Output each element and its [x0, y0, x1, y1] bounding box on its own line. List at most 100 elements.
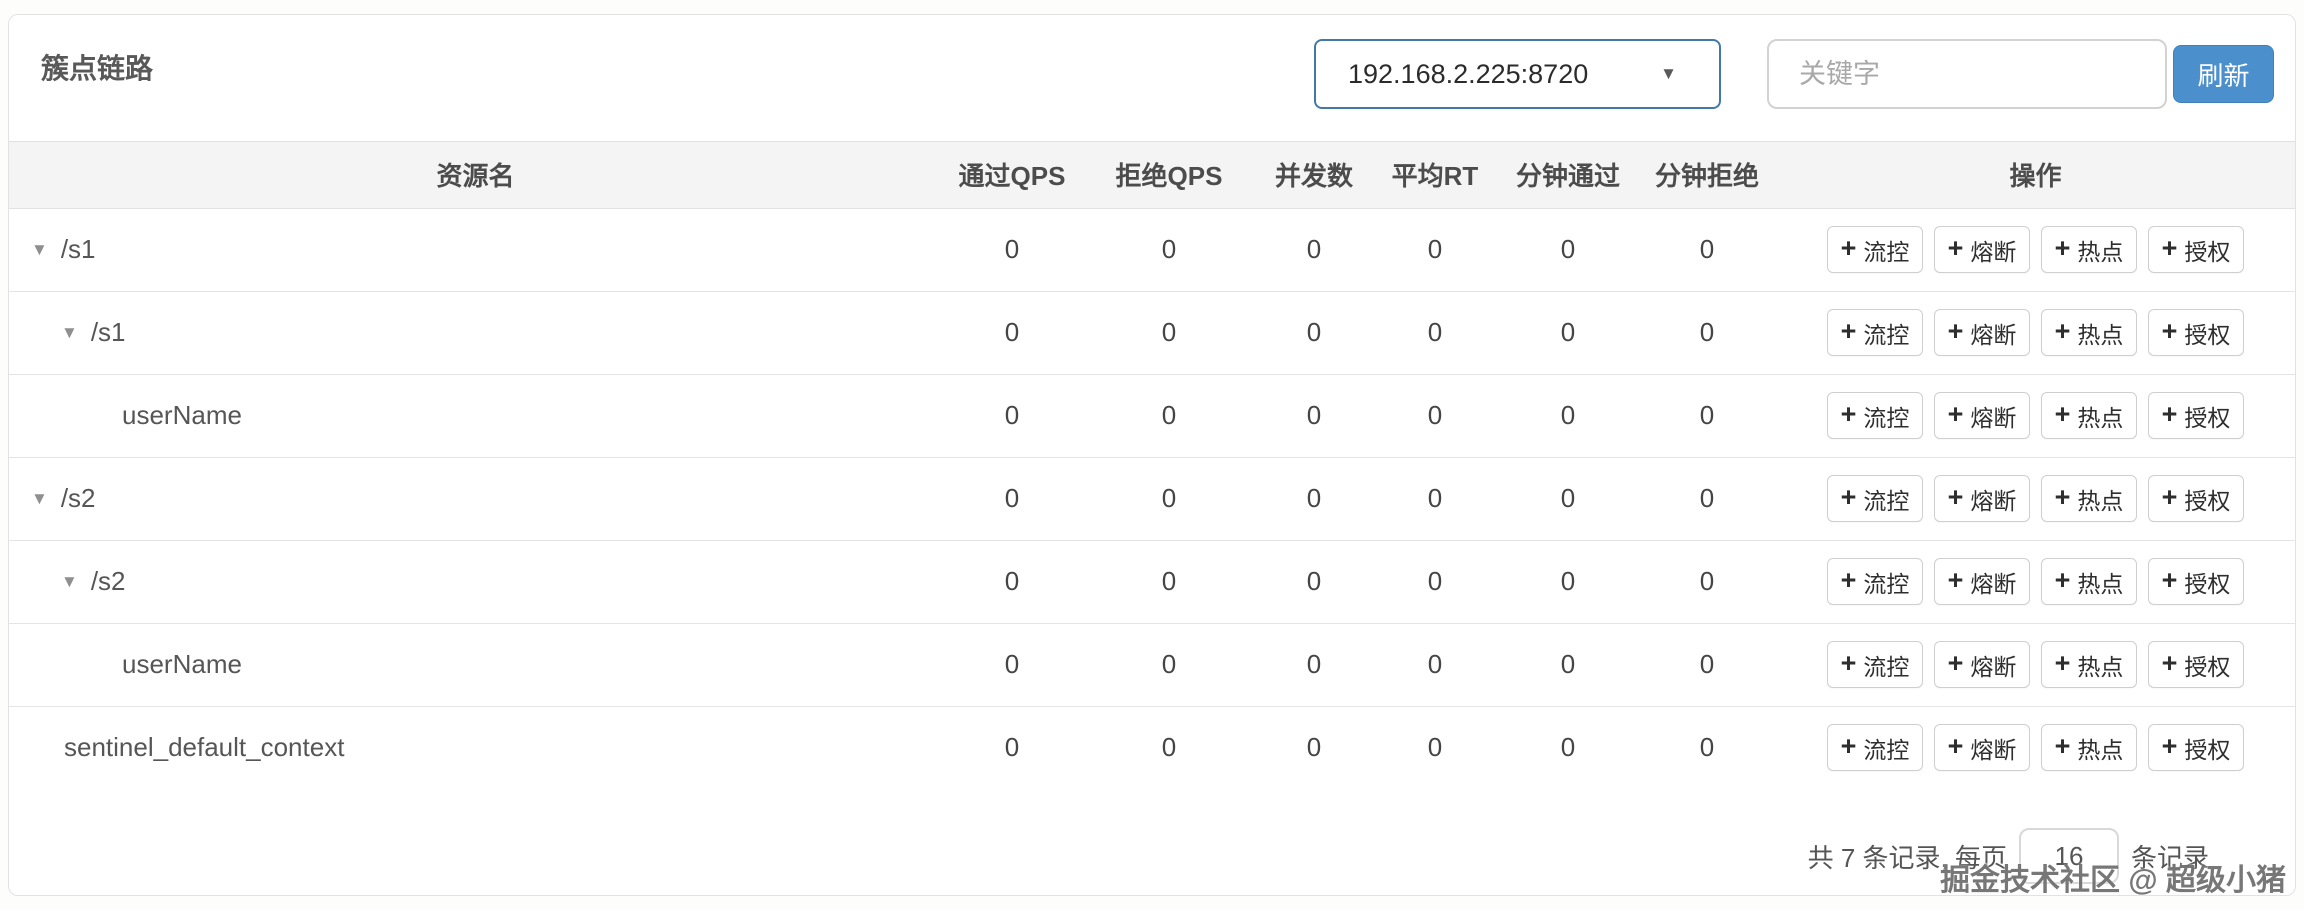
collapse-triangle-icon[interactable]: ▼ — [31, 240, 48, 259]
plus-icon: + — [2161, 482, 2178, 512]
add-hotspot-rule-button[interactable]: + 热点 — [2041, 309, 2137, 356]
minute-pass-value: 0 — [1498, 622, 1638, 706]
plus-icon: + — [1840, 399, 1857, 429]
add-hotspot-rule-button[interactable]: + 热点 — [2041, 475, 2137, 522]
add-degrade-rule-button[interactable]: + 熔断 — [1934, 309, 2030, 356]
op-label: 熔断 — [1970, 487, 2017, 514]
op-label: 授权 — [2184, 321, 2231, 348]
avg-rt-value: 0 — [1372, 373, 1498, 457]
col-minute-pass: 分钟通过 — [1498, 142, 1638, 209]
collapse-triangle-icon[interactable]: ▼ — [61, 572, 78, 591]
add-auth-rule-button[interactable]: + 授权 — [2148, 558, 2244, 605]
add-auth-rule-button[interactable]: + 授权 — [2148, 309, 2244, 356]
plus-icon: + — [2054, 565, 2071, 595]
plus-icon: + — [2054, 731, 2071, 762]
op-label: 流控 — [1863, 570, 1910, 597]
add-auth-rule-button[interactable]: + 授权 — [2148, 392, 2244, 439]
col-reject-qps: 拒绝QPS — [1082, 142, 1256, 209]
resource-name: /s2 — [60, 483, 96, 513]
plus-icon: + — [1947, 316, 1964, 346]
add-hotspot-rule-button[interactable]: + 热点 — [2041, 226, 2137, 273]
table-row[interactable]: ▼ /s2 0 0 0 0 0 0 + 流控 + 熔断 + 热点 + 授权 — [9, 539, 2295, 623]
pass-qps-value: 0 — [1004, 234, 1020, 264]
op-label: 熔断 — [1970, 321, 2017, 348]
add-flow-rule-button[interactable]: + 流控 — [1827, 392, 1923, 439]
add-flow-rule-button[interactable]: + 流控 — [1827, 641, 1923, 688]
refresh-button[interactable]: 刷新 — [2173, 45, 2274, 103]
minute-reject-value: 0 — [1638, 290, 1776, 374]
add-degrade-rule-button[interactable]: + 熔断 — [1934, 475, 2030, 522]
page-size-input[interactable] — [2018, 828, 2119, 884]
pass-qps-value: 0 — [942, 373, 1082, 457]
op-label: 流控 — [1863, 321, 1910, 348]
plus-icon: + — [2161, 316, 2178, 346]
add-auth-rule-button[interactable]: + 授权 — [2148, 641, 2244, 688]
op-label: 熔断 — [1970, 736, 2017, 763]
plus-icon: + — [2161, 731, 2178, 762]
op-label: 熔断 — [1970, 238, 2017, 265]
concurrency-value: 0 — [1256, 622, 1372, 706]
op-label: 熔断 — [1970, 653, 2017, 680]
pagination-suffix-text: 条记录 — [2130, 842, 2209, 873]
plus-icon: + — [1840, 316, 1857, 346]
op-label: 热点 — [2077, 570, 2124, 597]
col-resource: 资源名 — [9, 142, 942, 209]
add-flow-rule-button[interactable]: + 流控 — [1827, 558, 1923, 605]
plus-icon: + — [2161, 565, 2178, 595]
add-degrade-rule-button[interactable]: + 熔断 — [1934, 724, 2030, 772]
pagination-total-text: 共 7 条记录, 每页 — [1807, 842, 2007, 873]
search-input[interactable] — [1767, 39, 2167, 109]
minute-reject-value: 0 — [1638, 373, 1776, 457]
add-auth-rule-button[interactable]: + 授权 — [2148, 475, 2244, 522]
add-flow-rule-button[interactable]: + 流控 — [1827, 226, 1923, 273]
resource-table: 资源名 通过QPS 拒绝QPS 并发数 平均RT 分钟通过 分钟拒绝 操作 ▼ … — [9, 142, 2295, 789]
minute-reject-value: 0 — [1638, 456, 1776, 540]
table-row[interactable]: ▼ /s1 0 0 0 0 0 0 + 流控 + 熔断 + 热点 + 授权 — [9, 208, 2295, 291]
minute-pass-value: 0 — [1498, 373, 1638, 457]
table-row[interactable]: userName 0 0 0 0 0 0 + 流控 + 熔断 + 热点 + 授权 — [9, 622, 2295, 706]
page-title: 簇点链路 — [41, 53, 154, 84]
pass-qps-value: 0 — [942, 622, 1082, 706]
collapse-triangle-icon[interactable]: ▼ — [61, 323, 78, 342]
op-label: 流控 — [1863, 653, 1910, 680]
table-row[interactable]: ▼ /s1 0 0 0 0 0 0 + 流控 + 熔断 + 热点 + 授权 — [9, 290, 2295, 374]
add-degrade-rule-button[interactable]: + 熔断 — [1934, 392, 2030, 439]
table-row[interactable]: sentinel_default_context 0 0 0 0 0 0 + 流控… — [9, 705, 2295, 789]
plus-icon: + — [2054, 399, 2071, 429]
plus-icon: + — [1947, 731, 1964, 762]
add-flow-rule-button[interactable]: + 流控 — [1827, 724, 1923, 772]
reject-qps-value: 0 — [1082, 373, 1256, 457]
add-flow-rule-button[interactable]: + 流控 — [1827, 309, 1923, 356]
add-hotspot-rule-button[interactable]: + 热点 — [2041, 641, 2137, 688]
minute-reject-value: 0 — [1638, 705, 1776, 789]
add-auth-rule-button[interactable]: + 授权 — [2148, 226, 2244, 273]
add-degrade-rule-button[interactable]: + 熔断 — [1934, 641, 2030, 688]
pass-qps-value: 0 — [942, 539, 1082, 623]
avg-rt-value: 0 — [1372, 456, 1498, 540]
pagination: 共 7 条记录, 每页 条记录 — [1808, 828, 2209, 884]
table-row[interactable]: ▼ /s2 0 0 0 0 0 0 + 流控 + 熔断 + 热点 + 授权 — [9, 456, 2295, 540]
machine-select[interactable]: 192.168.2.225:8720 ▼ — [1314, 39, 1721, 109]
op-label: 流控 — [1863, 487, 1910, 514]
add-auth-rule-button[interactable]: + 授权 — [2148, 724, 2244, 772]
plus-icon: + — [2054, 648, 2071, 678]
collapse-triangle-icon[interactable]: ▼ — [31, 489, 48, 508]
resource-name: /s2 — [90, 566, 126, 596]
add-flow-rule-button[interactable]: + 流控 — [1827, 475, 1923, 522]
add-degrade-rule-button[interactable]: + 熔断 — [1934, 226, 2030, 273]
plus-icon: + — [2054, 482, 2071, 512]
reject-qps-value: 0 — [1082, 705, 1256, 789]
add-hotspot-rule-button[interactable]: + 热点 — [2041, 558, 2137, 605]
plus-icon: + — [1947, 565, 1964, 595]
add-hotspot-rule-button[interactable]: + 热点 — [2041, 392, 2137, 439]
add-degrade-rule-button[interactable]: + 熔断 — [1934, 558, 2030, 605]
concurrency-value: 0 — [1256, 373, 1372, 457]
col-avg-rt: 平均RT — [1372, 142, 1498, 209]
avg-rt-value: 0 — [1372, 705, 1498, 789]
table-row[interactable]: userName 0 0 0 0 0 0 + 流控 + 熔断 + 热点 + 授权 — [9, 373, 2295, 457]
concurrency-value: 0 — [1256, 456, 1372, 540]
op-label: 授权 — [2184, 238, 2231, 265]
concurrency-value: 0 — [1256, 539, 1372, 623]
add-hotspot-rule-button[interactable]: + 热点 — [2041, 724, 2137, 772]
op-label: 授权 — [2184, 404, 2231, 431]
